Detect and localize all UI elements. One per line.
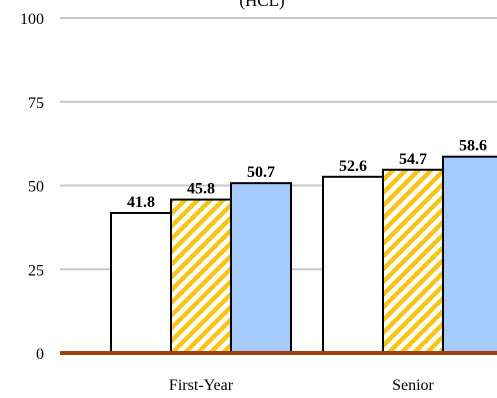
bar xyxy=(382,168,444,354)
data-label: 52.6 xyxy=(339,158,367,175)
y-tick-label: 0 xyxy=(36,346,44,363)
chart-title-fragment: (HCL) xyxy=(239,0,284,10)
bar xyxy=(170,198,232,354)
data-label: 41.8 xyxy=(127,194,155,211)
x-category-label: First-Year xyxy=(169,377,234,394)
y-tick-label: 100 xyxy=(20,11,44,28)
y-tick-label: 50 xyxy=(28,179,44,196)
axes: 0 25 50 75 100 First-Year Senior xyxy=(20,11,497,394)
bar xyxy=(322,175,384,354)
x-category-label: Senior xyxy=(392,377,434,394)
data-label: 45.8 xyxy=(187,181,215,198)
bar xyxy=(230,182,292,354)
data-label: 50.7 xyxy=(247,164,275,181)
bar xyxy=(442,155,497,354)
data-labels: 41.8 45.8 50.7 52.6 54.7 58.6 xyxy=(127,138,487,211)
data-label: 54.7 xyxy=(399,151,427,168)
bar xyxy=(110,211,172,354)
data-label: 58.6 xyxy=(459,138,487,155)
y-tick-label: 25 xyxy=(28,262,44,279)
y-tick-label: 75 xyxy=(28,95,44,112)
